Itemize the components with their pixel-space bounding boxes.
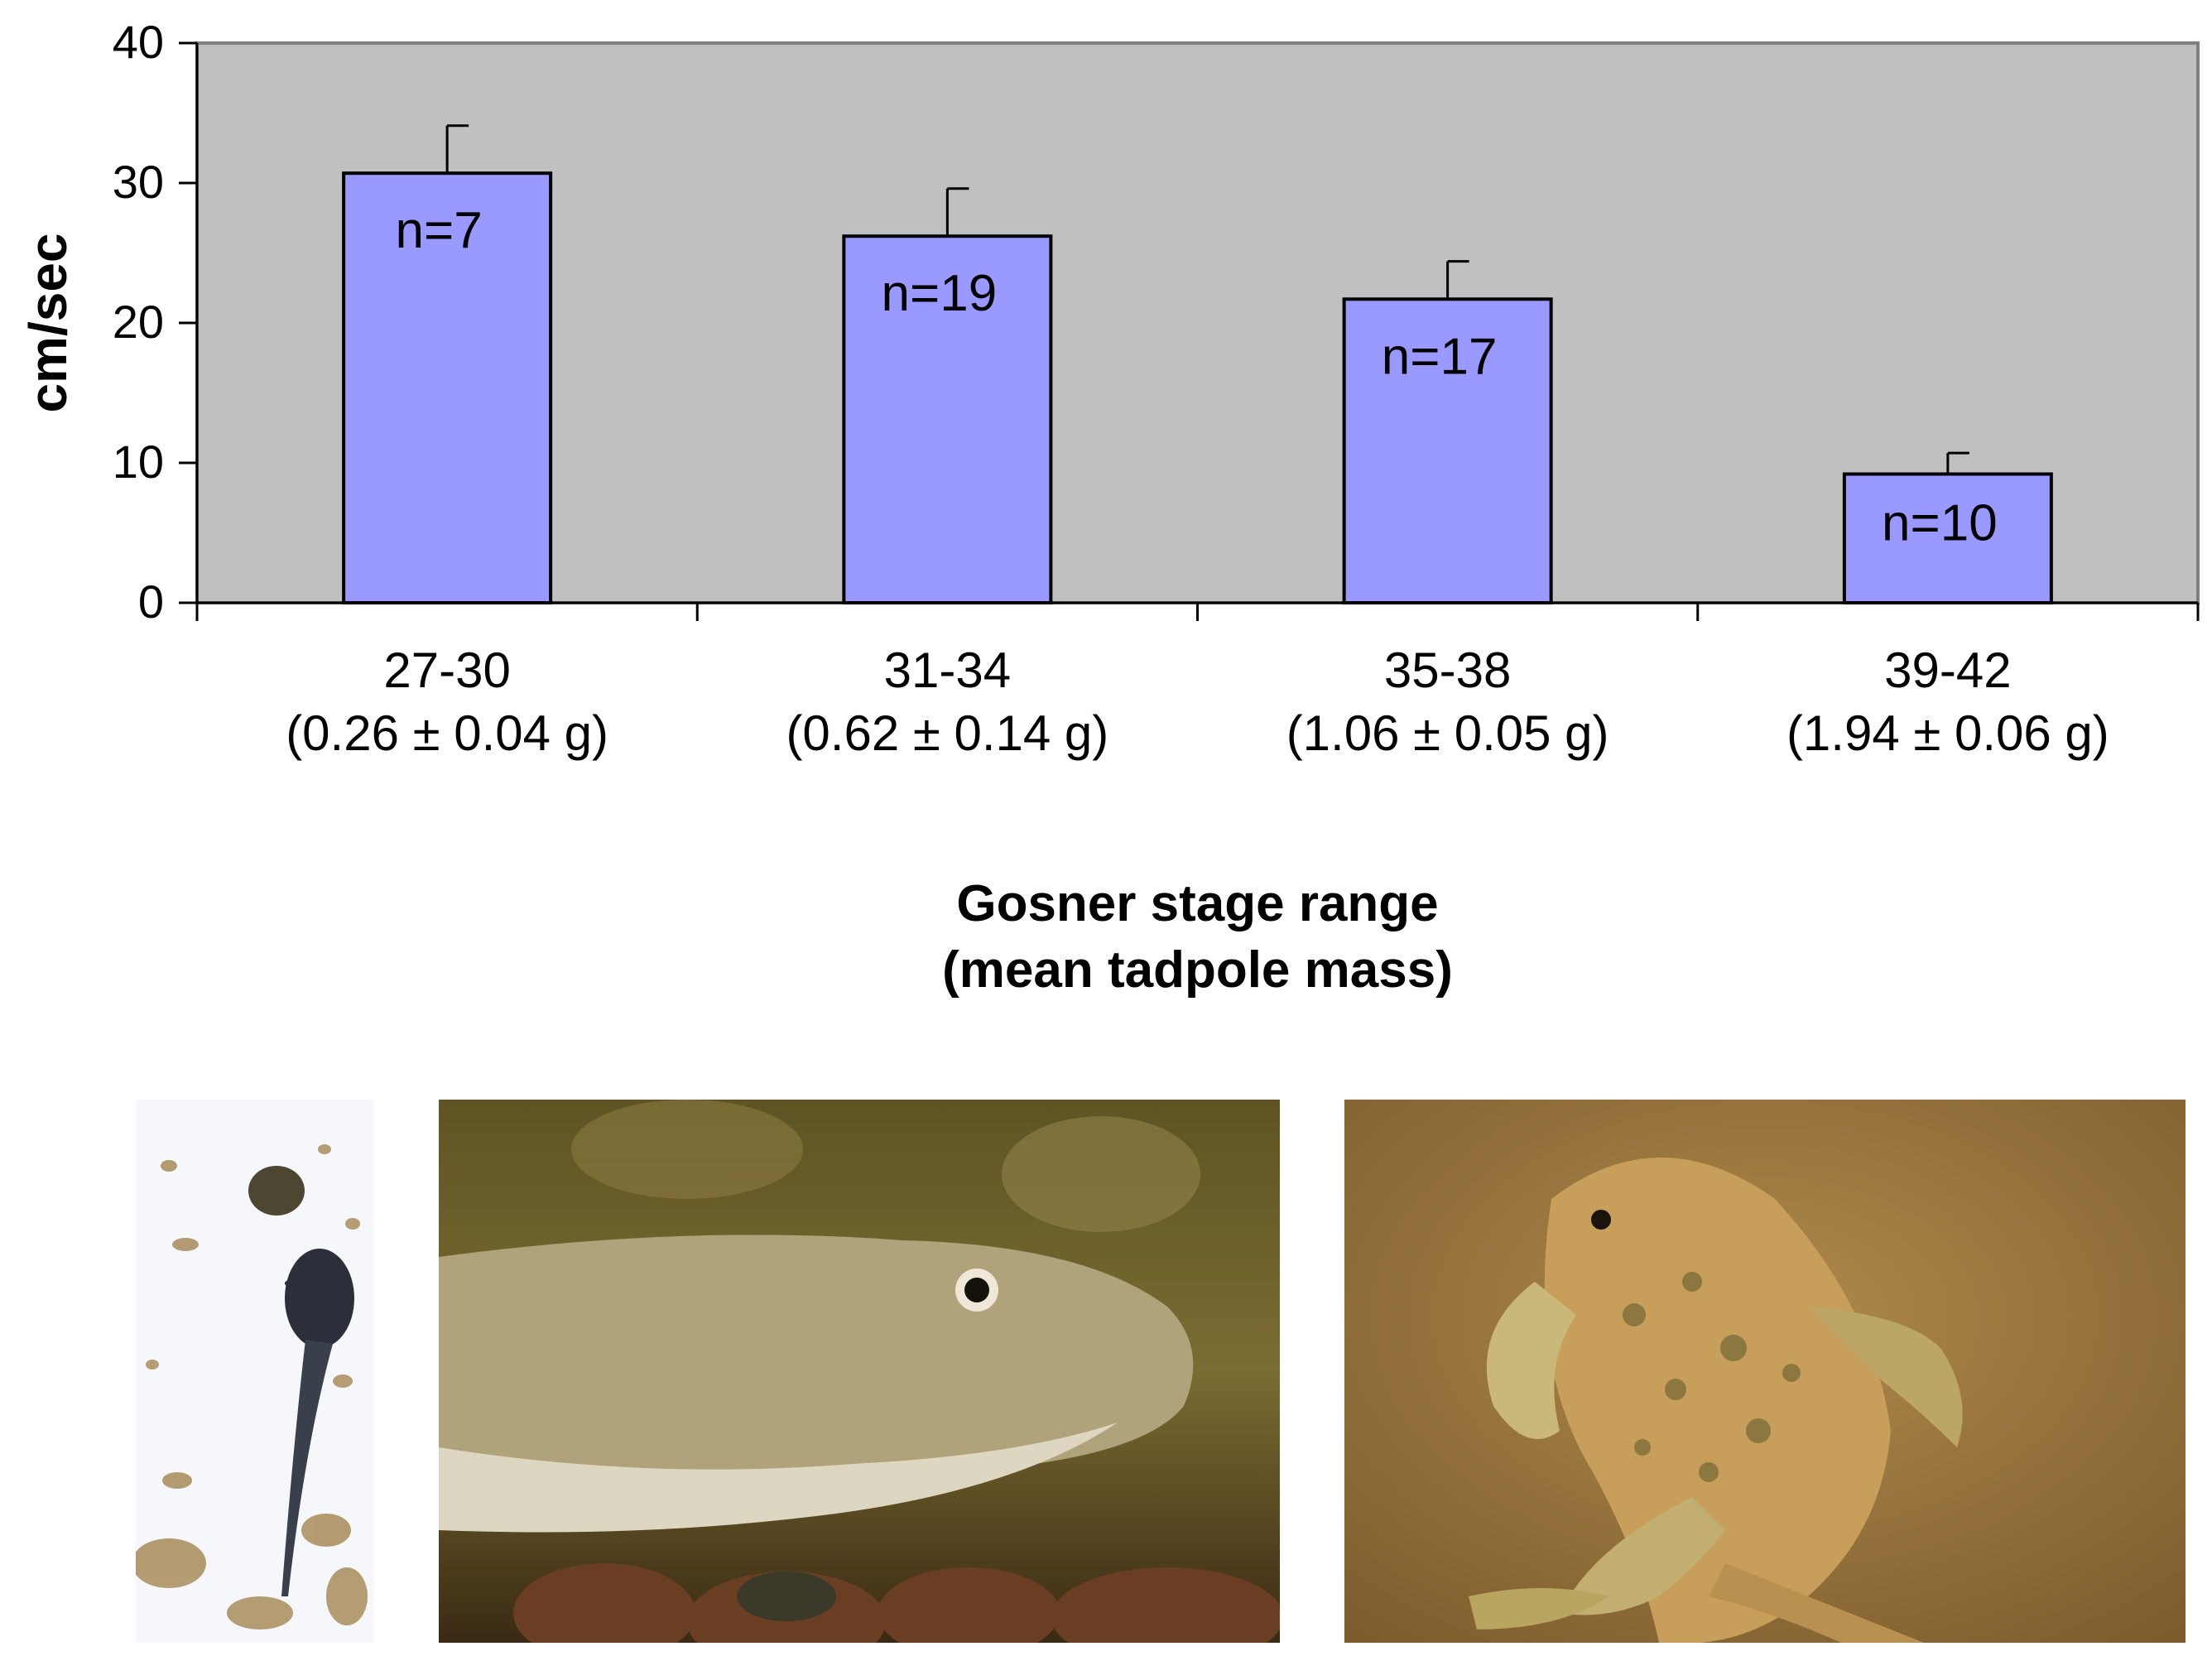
x-tick-sublabel: (0.26 ± 0.04 g): [286, 705, 608, 761]
bar: [342, 171, 553, 605]
bar-data-label: n=10: [1882, 495, 1998, 552]
y-axis: 0 10 20 30 40: [113, 16, 199, 628]
x-tick-label: 35-38: [1384, 643, 1511, 698]
bar: [1342, 297, 1553, 604]
x-axis-label-line-1: Gosner stage range: [956, 875, 1438, 932]
bar-chart: 0 10 20 30 40 27-30 (0.26 ± 0.04 g) 31-34 (0.62…: [18, 16, 2200, 999]
y-tick-label: 20: [113, 296, 164, 348]
x-axis: 27-30 (0.26 ± 0.04 g) 31-34 (0.62 ± 0.14 g)…: [195, 601, 2200, 761]
bar: [842, 234, 1053, 604]
bar-data-label: n=17: [1382, 328, 1498, 385]
y-tick-label: 10: [113, 436, 164, 488]
photo-froglet: [1344, 1100, 2186, 1656]
bar-data-label: n=19: [882, 265, 998, 322]
y-tick-label: 0: [138, 575, 164, 628]
bar: [1842, 472, 2053, 605]
bar-series: n=7 n=19 n=17 n=10: [342, 124, 2053, 605]
x-tick-sublabel: (0.62 ± 0.14 g): [786, 705, 1108, 761]
x-tick-label: 39-42: [1884, 643, 2011, 698]
x-tick-sublabel: (1.06 ± 0.05 g): [1286, 705, 1609, 761]
y-tick-label: 40: [113, 16, 164, 68]
y-axis-label: cm/sec: [18, 233, 78, 412]
y-tick-label: 30: [113, 156, 164, 208]
photo-early-tadpole: [136, 1100, 374, 1656]
x-tick-label: 27-30: [383, 643, 510, 698]
x-tick-sublabel: (1.94 ± 0.06 g): [1786, 705, 2109, 761]
x-tick-label: 31-34: [884, 643, 1011, 698]
x-axis-label-line-2: (mean tadpole mass): [942, 941, 1453, 999]
bar-data-label: n=7: [396, 202, 483, 259]
photo-mid-tadpole: [439, 1100, 1280, 1656]
